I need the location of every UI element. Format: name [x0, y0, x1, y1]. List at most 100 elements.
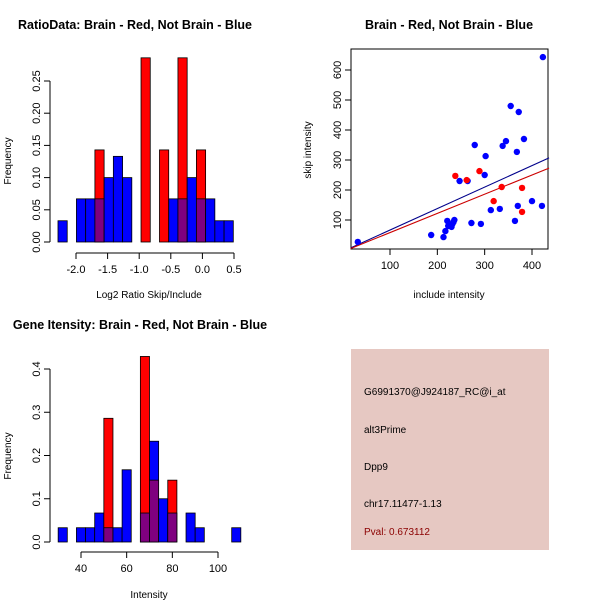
not-brain-point [440, 233, 447, 241]
gene-intensity-histogram-axes: 40 60 80 100 0.0 0.1 0.2 0.3 0.4 [31, 361, 227, 575]
overlap-bar [103, 527, 114, 543]
x-tick-label: 100 [381, 260, 399, 272]
not-brain-point [444, 217, 451, 225]
y-tick-label: 400 [332, 121, 344, 139]
y-tick-label: 500 [332, 91, 344, 109]
not-brain-bar [57, 220, 68, 243]
not-brain-bar [121, 469, 132, 543]
not-brain-point [471, 141, 478, 149]
x-tick-label: 60 [121, 563, 133, 575]
not-brain-bar [76, 527, 86, 543]
not-brain-point [539, 53, 547, 61]
not-brain-bar [94, 512, 105, 543]
intensity-scatter-plot: Brain - Red, Not Brain - Blue include in… [303, 18, 550, 301]
not-brain-bar [186, 177, 197, 243]
y-tick-label: 0.2 [31, 448, 43, 463]
overlap-bar [139, 512, 150, 543]
gene-intensity-histogram-ylabel: Frequency [3, 432, 14, 479]
not-brain-bar [57, 527, 68, 543]
not-brain-point [538, 202, 546, 210]
not-brain-point [513, 148, 521, 156]
intensity-scatter-fit-lines [350, 157, 550, 250]
brain-point [498, 183, 505, 191]
x-tick-label: 80 [166, 563, 178, 575]
ratio-histogram-axes: -2.0 -1.5 -1.0 -0.5 0.0 0.5 0.00 0.05 0.10 0.15 0.… [31, 70, 242, 276]
not-brain-point [451, 216, 458, 224]
brain-point [476, 167, 483, 175]
x-tick-label: 300 [475, 260, 493, 272]
intensity-scatter-ylabel: skip intensity [303, 121, 314, 178]
brain-point [452, 172, 459, 180]
probe-id: G6991370@J924187_RC@i_at [364, 387, 506, 398]
ratio-histogram-bars [57, 57, 234, 243]
brain-bar [103, 417, 114, 543]
y-tick-label: 100 [332, 211, 344, 229]
not-brain-point [514, 202, 521, 210]
x-tick-label: -2.0 [67, 264, 86, 276]
x-tick-label: 400 [523, 260, 541, 272]
x-tick-label: 0.0 [195, 264, 210, 276]
not-brain-point [528, 197, 536, 205]
not-brain-point [487, 206, 495, 214]
x-tick-label: 40 [75, 563, 87, 575]
gene-name: Dpp9 [364, 462, 388, 473]
not-brain-bar [122, 177, 133, 243]
y-tick-label: 0.0 [31, 534, 43, 549]
not-brain-point [427, 231, 435, 239]
not-brain-point [354, 238, 362, 246]
not-brain-point [481, 171, 488, 179]
not-brain-point [468, 219, 475, 227]
y-tick-label: 0.05 [31, 199, 43, 220]
not-brain-point [520, 135, 528, 143]
y-tick-label: 0.10 [31, 167, 43, 188]
brain-bar [159, 149, 170, 243]
x-tick-label: 0.5 [226, 264, 241, 276]
ratio-histogram-xlabel: Log2 Ratio Skip/Include [96, 290, 202, 301]
brain-point [463, 176, 470, 184]
intensity-scatter-title: Brain - Red, Not Brain - Blue [365, 18, 533, 32]
not-brain-point [456, 177, 463, 185]
not-brain-bar [168, 198, 179, 243]
x-tick-label: 100 [209, 563, 227, 575]
not-brain-point [502, 137, 510, 145]
not-brain-bar [205, 198, 216, 243]
x-tick-label: -0.5 [161, 264, 180, 276]
y-tick-label: 300 [332, 151, 344, 169]
overlap-bar [177, 198, 188, 243]
brain-point [518, 208, 526, 216]
not-brain-bar [85, 198, 96, 243]
y-tick-label: 0.3 [31, 405, 43, 420]
event-type: alt3Prime [364, 425, 407, 436]
overlap-bar [195, 198, 207, 243]
x-tick-label: -1.5 [98, 264, 117, 276]
not-brain-point [499, 142, 506, 150]
y-tick-label: 0.25 [31, 70, 43, 91]
y-tick-label: 0.15 [31, 135, 43, 156]
not-brain-bar [214, 220, 225, 243]
intensity-scatter-frame [350, 48, 549, 250]
overlap-bar [149, 479, 160, 543]
ratio-histogram-ylabel: Frequency [3, 137, 14, 184]
not-brain-fit-line [350, 157, 550, 249]
not-brain-bar [158, 498, 169, 543]
not-brain-bar [223, 220, 234, 243]
not-brain-bar [112, 155, 123, 243]
p-value: Pval: 0.673112 [364, 527, 430, 538]
chromosome-location: chr17.11477-1.13 [364, 499, 442, 510]
y-tick-label: 0.1 [31, 491, 43, 506]
brain-bar [140, 57, 151, 243]
overlap-bar [167, 512, 178, 543]
intensity-scatter-xlabel: include intensity [413, 290, 484, 301]
overlap-bar [94, 198, 105, 243]
not-brain-point [496, 205, 504, 213]
x-tick-label: -1.0 [130, 264, 149, 276]
brain-point [518, 184, 526, 192]
intensity-scatter-axes: 100 200 300 400 100 200 300 400 500 600 [332, 61, 541, 272]
not-brain-bar [185, 512, 196, 543]
not-brain-point [477, 220, 485, 228]
not-brain-bar [76, 198, 87, 243]
not-brain-bar [85, 527, 96, 543]
not-brain-bar [194, 527, 205, 543]
gene-intensity-histogram-title: Gene Itensity: Brain - Red, Not Brain - … [13, 318, 267, 332]
